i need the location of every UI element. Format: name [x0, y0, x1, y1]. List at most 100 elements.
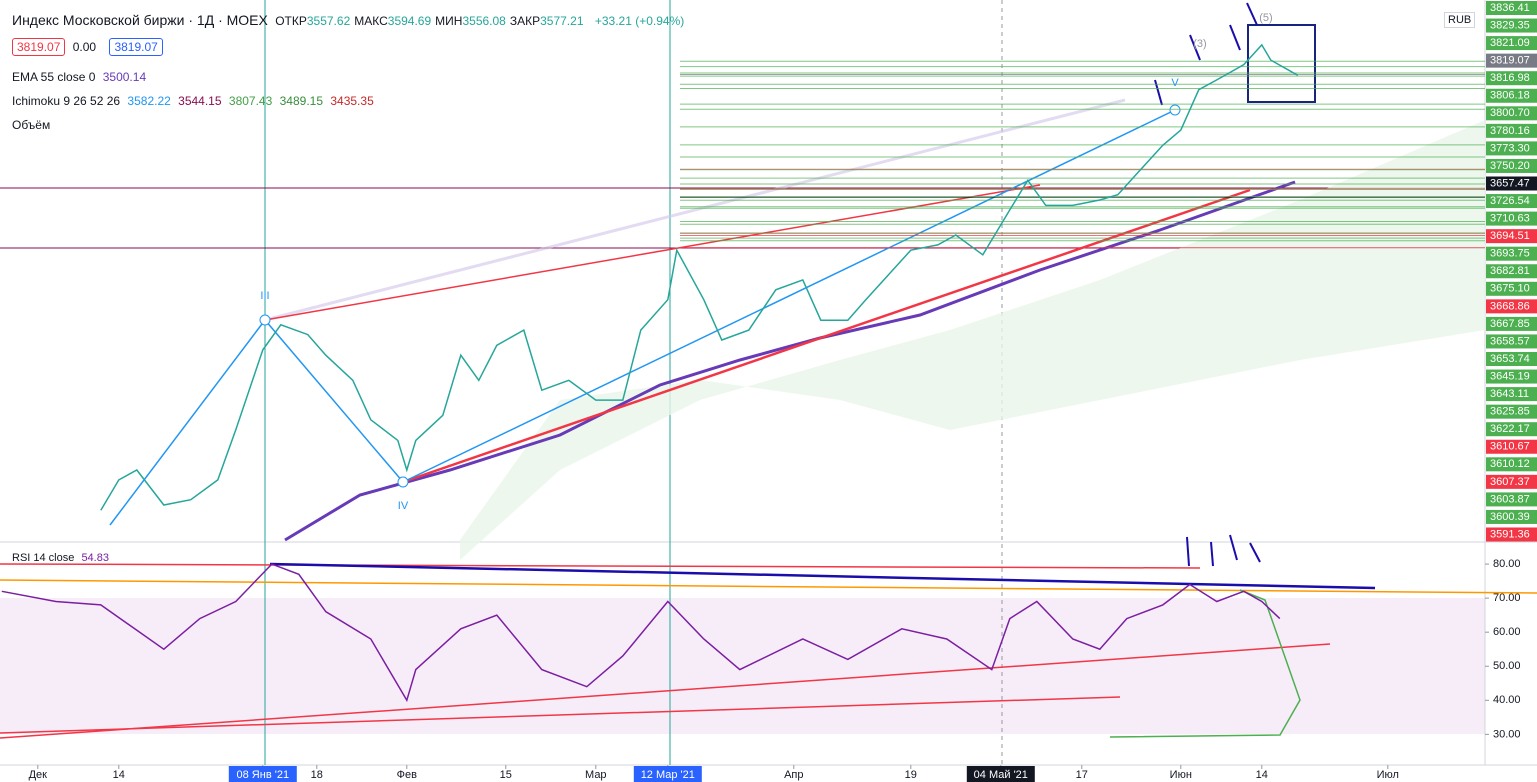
- price-tag-bg: [1486, 299, 1537, 314]
- ichimoku-label: Ichimoku 9 26 52 26: [12, 94, 121, 108]
- y-tick-label: 80.00: [1493, 558, 1521, 570]
- price-tag-bg: [1486, 36, 1537, 51]
- x-tick-label: Июн: [1170, 769, 1192, 781]
- price-tag-bg: [1486, 158, 1537, 173]
- x-tick-highlight: [633, 766, 702, 782]
- x-tick-label: 17: [1076, 769, 1088, 781]
- ohlc-label: МИН: [435, 14, 463, 28]
- ohlc-value: 3577.21: [540, 14, 584, 28]
- rsi-legend: RSI 14 close 54.83: [12, 552, 113, 564]
- rsi-value: 54.83: [81, 552, 109, 564]
- rsi-trend: [269, 562, 1376, 590]
- price-tag-bg: [1486, 1, 1537, 15]
- ichimoku-value: 3807.43: [228, 94, 273, 108]
- ohlc-label: ЗАКР: [509, 14, 541, 28]
- rsi-trend: [0, 563, 1201, 569]
- price-tag: 3610.12: [1490, 458, 1530, 470]
- price-tag: 3610.67: [1490, 441, 1530, 453]
- ask[interactable]: 3819.07: [109, 38, 163, 56]
- ema-label: EMA 55 close 0: [12, 70, 96, 84]
- wave-point: [259, 314, 271, 326]
- price-tag: 3668.86: [1490, 300, 1530, 312]
- rsi-trend: [0, 643, 1331, 739]
- bid[interactable]: 3819.07: [12, 38, 66, 56]
- price-tag: 3622.17: [1490, 423, 1530, 435]
- highlight-box: [1247, 24, 1316, 103]
- ichimoku-legend: Ichimoku 9 26 52 26 3582.22 3544.15 3807…: [12, 94, 378, 108]
- x-tick-label: 08 Янв '21: [237, 769, 290, 781]
- symbol-title: Индекс Московской биржи · 1Д · MOEX: [12, 12, 268, 28]
- price-tag: 3643.11: [1490, 388, 1529, 400]
- y-tick-label: 30.00: [1493, 728, 1521, 740]
- y-tick-label: 50.00: [1493, 660, 1521, 672]
- price-tag-bg: [1486, 474, 1537, 489]
- trend-line: [264, 98, 1126, 322]
- price-tag: 3645.19: [1490, 370, 1530, 382]
- price-tag-bg: [1486, 176, 1537, 191]
- wave-label: (3): [1193, 38, 1206, 50]
- rsi-band: [0, 598, 1485, 734]
- wave-line: [109, 109, 1176, 526]
- y-tick-label: 70.00: [1493, 592, 1521, 604]
- change: +33.21 (+0.94%): [594, 14, 685, 28]
- price-tag: 3821.09: [1490, 37, 1530, 49]
- rsi-trend: [0, 696, 1121, 734]
- x-tick-highlight: [228, 766, 297, 782]
- x-tick-label: 04 Май '21: [974, 769, 1028, 781]
- x-tick-label: Мар: [585, 769, 607, 781]
- wave-label: IV: [398, 500, 409, 512]
- price-tag: 3829.35: [1490, 19, 1530, 31]
- price-tag: 3603.87: [1490, 493, 1530, 505]
- volume-label: Объём: [12, 118, 51, 132]
- ema-value: 3500.14: [102, 70, 147, 84]
- ema-line: [284, 180, 1296, 542]
- price-tag: 3658.57: [1490, 335, 1530, 347]
- price-tag-bg: [1486, 422, 1537, 437]
- price-tag-bg: [1486, 404, 1537, 419]
- x-tick-highlight: [966, 766, 1035, 782]
- price-tag: 3653.74: [1490, 353, 1530, 365]
- ohlc-value: 3556.08: [462, 14, 506, 28]
- price-tag: 3675.10: [1490, 283, 1530, 295]
- x-tick-label: Фев: [397, 769, 417, 781]
- price-tag-bg: [1486, 71, 1537, 86]
- x-tick-label: 19: [905, 769, 917, 781]
- price-tag: 3607.37: [1490, 476, 1530, 488]
- wave-label: III: [260, 290, 269, 302]
- price-tag-bg: [1486, 123, 1537, 138]
- x-tick-label: 18: [311, 769, 323, 781]
- x-tick-label: 14: [113, 769, 125, 781]
- x-tick-label: Дек: [29, 769, 48, 781]
- trend-line: [264, 184, 1041, 321]
- price-tag-bg: [1486, 334, 1537, 349]
- ichimoku-value: 3489.15: [279, 94, 324, 108]
- trend-line: [402, 188, 1251, 484]
- ohlc-value: 3594.69: [387, 14, 432, 28]
- ohlc-value: 3557.62: [306, 14, 351, 28]
- price-tag-bg: [1486, 457, 1537, 472]
- x-tick-label: 12 Мар '21: [641, 769, 695, 781]
- spread: 0.00: [72, 40, 97, 54]
- header: Индекс Московской биржи · 1Д · MOEX ОТКР…: [12, 12, 688, 28]
- price-tag: 3694.51: [1490, 230, 1530, 242]
- price-tag: 3806.18: [1490, 90, 1530, 102]
- x-tick-label: 15: [500, 769, 512, 781]
- price-tag-bg: [1486, 88, 1537, 103]
- ichimoku-value: 3435.35: [330, 94, 374, 108]
- price-tag-bg: [1486, 264, 1537, 279]
- currency[interactable]: RUB: [1444, 12, 1476, 28]
- price-tag-bg: [1486, 387, 1537, 402]
- price-tag: 3693.75: [1490, 248, 1530, 260]
- wave-label: (5): [1259, 12, 1272, 24]
- ohlc: ОТКР3557.62 МАКС3594.69 МИН3556.08 ЗАКР3577…: [275, 14, 587, 28]
- price-tag-bg: [1486, 194, 1537, 209]
- price-tag: 3780.16: [1490, 125, 1530, 137]
- price-tag-bg: [1486, 352, 1537, 366]
- x-tick-label: Апр: [784, 769, 803, 781]
- rsi-line: [1, 563, 1281, 703]
- price-tag: 3750.20: [1490, 160, 1530, 172]
- price-tag: 3600.39: [1490, 511, 1530, 523]
- price-tag-bg: [1486, 509, 1537, 524]
